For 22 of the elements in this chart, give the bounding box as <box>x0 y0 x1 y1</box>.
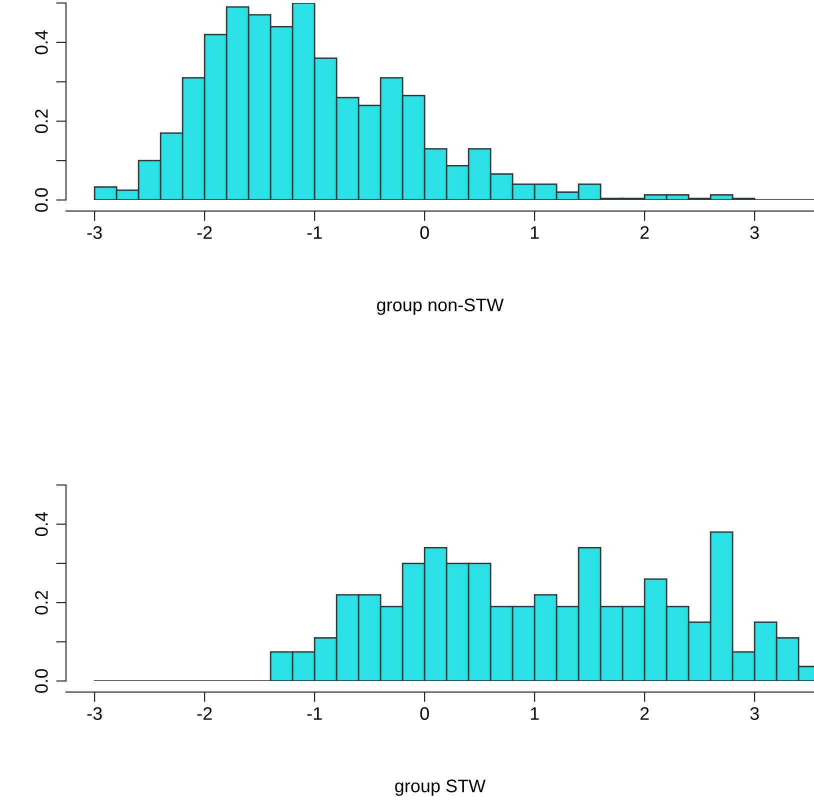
x-axis-title: group STW <box>395 780 486 796</box>
x-tick-label: 1 <box>530 707 539 720</box>
y-tick-label: 0.4 <box>35 512 48 536</box>
x-tick-label: -2 <box>197 707 212 720</box>
x-tick-label: -1 <box>307 707 322 720</box>
x-tick-label: 2 <box>640 226 649 239</box>
x-tick-label: 1 <box>530 226 539 239</box>
x-tick-label: -1 <box>307 226 322 239</box>
x-tick-label: -3 <box>87 707 102 720</box>
x-tick-label: 0 <box>420 226 429 239</box>
x-tick-label: 2 <box>640 707 649 720</box>
x-axis-title: group non-STW <box>377 298 504 315</box>
y-tick-label: 0.2 <box>35 110 48 134</box>
y-tick-label: 0.0 <box>35 669 48 693</box>
x-tick-label: 3 <box>750 707 759 720</box>
y-tick-label: 0.2 <box>35 590 48 614</box>
x-tick-label: 0 <box>420 707 429 720</box>
x-tick-label: 3 <box>750 226 759 239</box>
x-tick-label: -3 <box>87 226 102 239</box>
y-tick-label: 0.0 <box>35 188 48 212</box>
x-tick-label: -2 <box>197 226 212 239</box>
y-tick-label: 0.4 <box>35 30 48 54</box>
